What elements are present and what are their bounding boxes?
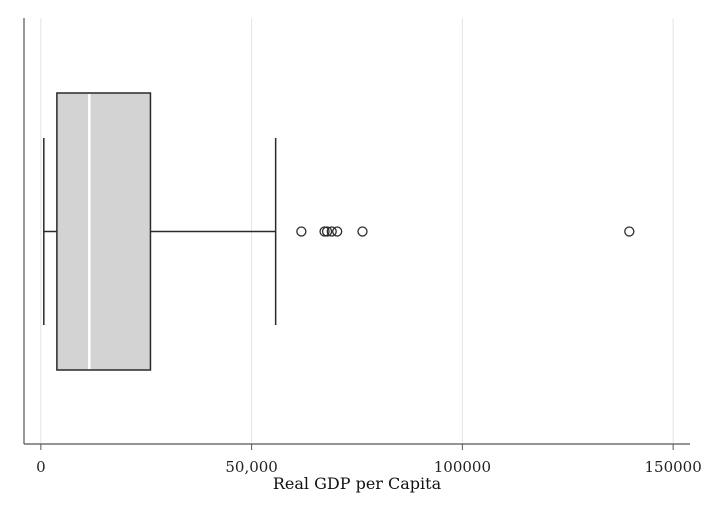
outlier-point-4 bbox=[332, 226, 343, 237]
box-plot bbox=[43, 92, 277, 371]
x-tick-label-3: 150000 bbox=[645, 458, 702, 476]
iqr-box bbox=[56, 92, 152, 371]
grid-lines bbox=[40, 18, 674, 444]
outlier-point-2 bbox=[321, 226, 333, 237]
outlier-point-0 bbox=[296, 226, 307, 237]
x-tick-label-0: 0 bbox=[36, 458, 46, 476]
outlier-point-1 bbox=[319, 226, 330, 237]
outlier-point-6 bbox=[624, 226, 635, 237]
x-tick-labels: 0 50,000 100000 150000 bbox=[36, 458, 702, 476]
x-tick-label-1: 50,000 bbox=[225, 458, 278, 476]
outlier-point-5 bbox=[357, 226, 368, 237]
x-axis-label: Real GDP per Capita bbox=[273, 474, 442, 493]
outlier-point-3 bbox=[326, 226, 337, 237]
outlier-points bbox=[296, 226, 635, 237]
axes bbox=[23, 18, 690, 450]
x-tick-label-2: 100000 bbox=[434, 458, 491, 476]
